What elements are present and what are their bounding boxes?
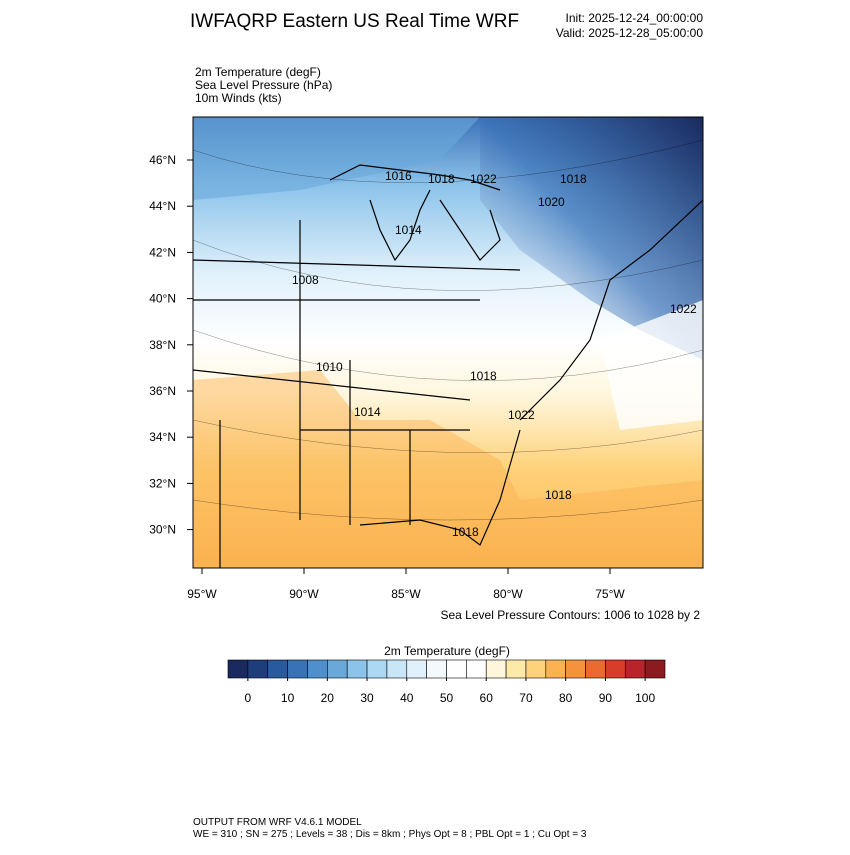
- colorbar-box: [644, 659, 666, 679]
- contour-label: 1016: [385, 169, 412, 183]
- colorbar-box: [346, 659, 368, 679]
- colorbar-box: [485, 659, 507, 679]
- colorbar-box: [505, 659, 527, 679]
- contour-label: 1022: [670, 302, 697, 316]
- colorbar-box: [585, 659, 606, 679]
- colorbar-tick-label: 60: [480, 691, 494, 705]
- contour-label: 1018: [452, 525, 479, 539]
- colorbar-tick-label: 10: [281, 691, 295, 705]
- valid-time: Valid: 2025-12-28_05:00:00: [556, 26, 704, 40]
- contour-label: 1018: [428, 172, 455, 186]
- colorbar-box: [605, 659, 626, 679]
- lat-label: 34°N: [149, 430, 176, 444]
- init-time: Init: 2025-12-24_00:00:00: [566, 11, 704, 25]
- title: IWFAQRP Eastern US Real Time WRF: [190, 11, 519, 32]
- colorbar-box: [267, 659, 288, 679]
- contour-label: 1008: [292, 273, 319, 287]
- lat-label: 32°N: [149, 476, 176, 490]
- colorbar-tick-label: 20: [321, 691, 335, 705]
- lon-label: 80°W: [493, 587, 523, 601]
- map-frame: [192, 116, 704, 569]
- lon-label: 85°W: [391, 587, 421, 601]
- colorbar-tick-label: 30: [360, 691, 374, 705]
- contour-label: 1018: [545, 488, 572, 502]
- colorbar-box: [386, 659, 408, 679]
- colorbar-box: [565, 659, 586, 679]
- lon-label: 75°W: [595, 587, 625, 601]
- lon-label: 90°W: [289, 587, 319, 601]
- colorbar-tick-label: 50: [440, 691, 454, 705]
- contour-label: 1018: [470, 369, 497, 383]
- footer-line: OUTPUT FROM WRF V4.6.1 MODEL: [193, 817, 362, 828]
- field-label: 2m Temperature (degF): [195, 65, 321, 79]
- colorbar-box: [327, 659, 348, 679]
- lat-label: 38°N: [149, 338, 176, 352]
- colorbar-tick-label: 90: [599, 691, 613, 705]
- lat-label: 36°N: [149, 384, 176, 398]
- lon-label: 95°W: [187, 587, 217, 601]
- lat-label: 42°N: [149, 245, 176, 259]
- colorbar-box: [545, 659, 566, 679]
- contour-label: 1014: [354, 405, 381, 419]
- contour-label: 1010: [316, 360, 343, 374]
- contour-label: 1022: [470, 172, 497, 186]
- colorbar-box: [466, 659, 487, 679]
- contour-label: 1022: [508, 408, 535, 422]
- colorbar-tick-label: 80: [559, 691, 573, 705]
- colorbar-box: [446, 659, 467, 679]
- colorbar-tick-label: 0: [245, 691, 252, 705]
- contour-label: 1020: [538, 195, 565, 209]
- map: [193, 117, 703, 568]
- colorbar-title: 2m Temperature (degF): [384, 644, 510, 658]
- colorbar-box: [406, 659, 427, 679]
- colorbar-box: [525, 659, 547, 679]
- field-label: Sea Level Pressure (hPa): [195, 78, 332, 92]
- colorbar-box: [624, 659, 646, 679]
- colorbar-box: [426, 659, 447, 679]
- colorbar-box: [366, 659, 388, 679]
- contour-label: 1018: [560, 172, 587, 186]
- contour-label: 1014: [395, 223, 422, 237]
- contour-note: Sea Level Pressure Contours: 1006 to 102…: [441, 608, 701, 622]
- lat-label: 44°N: [149, 199, 176, 213]
- colorbar-tick-label: 70: [519, 691, 533, 705]
- colorbar-tick-label: 40: [400, 691, 414, 705]
- field-label: 10m Winds (kts): [195, 91, 282, 105]
- colorbar-tick-label: 100: [635, 691, 655, 705]
- colorbar-box: [227, 659, 249, 679]
- lat-label: 46°N: [149, 153, 176, 167]
- lat-label: 40°N: [149, 292, 176, 306]
- lat-label: 30°N: [149, 523, 176, 537]
- footer-line: WE = 310 ; SN = 275 ; Levels = 38 ; Dis …: [193, 829, 587, 840]
- colorbar-box: [287, 659, 308, 679]
- colorbar-box: [307, 659, 328, 679]
- colorbar-box: [247, 659, 269, 679]
